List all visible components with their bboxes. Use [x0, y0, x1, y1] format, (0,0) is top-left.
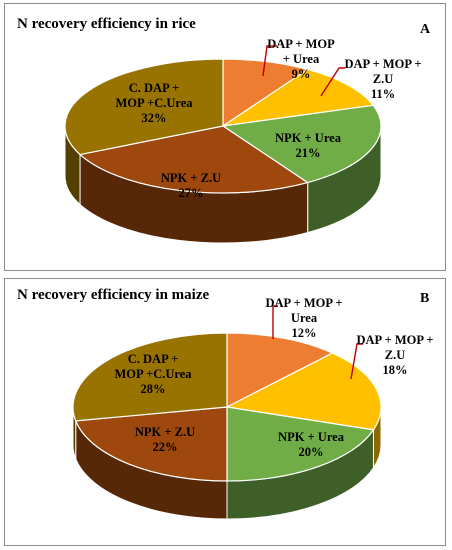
pie-slice-dap-mop-urea	[222, 58, 310, 128]
chart-panel-b: N recovery efficiency in maize B DAP + M…	[4, 278, 446, 546]
pie-slice-npk-urea	[221, 104, 382, 184]
data-label-dap-mop-urea: DAP + MOP + Urea 12%	[265, 296, 342, 340]
data-label-dap-mop-urea: DAP + MOP + Urea 9%	[267, 37, 335, 81]
leader-line-dap-mop-urea	[262, 45, 277, 77]
panel-label: B	[420, 291, 429, 306]
chart-title: N recovery efficiency in maize	[17, 287, 209, 303]
pie-chart-maize: N recovery efficiency in maize B DAP + M…	[17, 287, 434, 520]
pie-3d	[72, 332, 382, 520]
pie-top	[72, 332, 382, 482]
data-labels: DAP + MOP + Urea 12% DAP + MOP + Z.U 18% NPK +…	[114, 296, 433, 459]
data-label-npk-z-u: NPK + Z.U 22%	[135, 425, 195, 454]
pie-slice-dap-mop-urea	[226, 332, 334, 408]
pie-slice-c-dap-mop-c-urea	[64, 58, 224, 156]
pie-slice-npk-urea	[226, 406, 375, 482]
data-label-dap-mop-z-u: DAP + MOP + Z.U 11%	[344, 57, 421, 101]
leader-line-dap-mop-urea	[272, 305, 278, 339]
chart-title: N recovery efficiency in rice	[17, 16, 196, 32]
pie-slice-dap-mop-z-u	[222, 68, 375, 127]
pie-slice-dap-mop-z-u	[225, 352, 382, 431]
leader-line-dap-mop-z-u	[320, 67, 345, 97]
pie-slice-c-dap-mop-c-urea	[72, 332, 228, 422]
data-label-dap-mop-z-u: DAP + MOP + Z.U 18%	[356, 333, 433, 377]
pie-slice-npk-z-u	[78, 125, 310, 194]
data-labels: DAP + MOP + Urea 9%DAP + MOP + Z.U 11% NPK + …	[115, 37, 421, 200]
panel-label: A	[420, 22, 431, 37]
pie-3d	[64, 58, 382, 244]
leader-line-dap-mop-z-u	[350, 343, 363, 380]
data-label-c-dap-mop-c-urea: C. DAP + MOP +C.Urea 28%	[114, 352, 192, 396]
pie-top	[64, 58, 382, 194]
pie-slice-npk-z-u	[74, 406, 228, 482]
data-label-npk-urea: NPK + Urea 21%	[275, 131, 342, 160]
chart-panel-a: N recovery efficiency in rice A DAP + MO…	[4, 3, 446, 271]
data-label-npk-z-u: NPK + Z.U 27%	[161, 171, 221, 200]
pie-chart-rice: N recovery efficiency in rice A DAP + MO…	[17, 16, 431, 244]
pie-side-walls	[64, 125, 382, 244]
data-label-npk-urea: NPK + Urea 20%	[278, 430, 345, 459]
data-label-c-dap-mop-c-urea: C. DAP + MOP +C.Urea 32%	[115, 81, 193, 125]
